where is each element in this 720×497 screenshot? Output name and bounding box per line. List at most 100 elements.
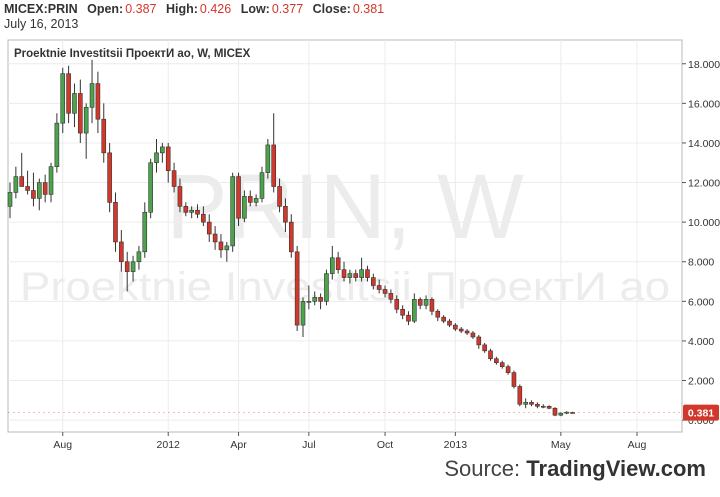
low-label: Low: [240, 2, 270, 16]
candle-body [529, 402, 534, 405]
candle-body [540, 405, 546, 408]
candle-body [42, 182, 48, 195]
candle-body [505, 366, 511, 373]
candle-body [464, 330, 470, 334]
candle [31, 172, 36, 207]
candle-body [212, 233, 218, 243]
candle [417, 297, 423, 310]
candle [60, 67, 66, 134]
candle [288, 214, 294, 258]
tradingview-brand: TradingView.com [526, 456, 706, 481]
candle-body [218, 241, 224, 251]
candle [136, 245, 142, 270]
candle-body [247, 196, 253, 203]
candle [283, 198, 288, 233]
candle [230, 172, 235, 252]
candle-body [306, 301, 312, 303]
candle-body [277, 186, 282, 207]
candle [72, 83, 77, 128]
candle [458, 327, 464, 334]
candle [242, 190, 247, 223]
candle-body [441, 316, 446, 322]
candle-body [517, 386, 523, 405]
candle [499, 360, 505, 369]
candle-body [288, 221, 294, 253]
candle [523, 398, 528, 409]
candle-body [312, 297, 318, 302]
candle-body [265, 144, 271, 173]
candle-body [19, 176, 25, 187]
candle-body [107, 152, 112, 203]
candle-body [72, 93, 77, 114]
x-tick-label: Aug [628, 439, 647, 451]
quote-header: MICEX:PRIN Open: 0.387 High: 0.426 Low: 0.3… [4, 2, 384, 32]
candle-body [124, 261, 130, 272]
candle [236, 172, 241, 227]
candle [113, 192, 118, 252]
candle [183, 202, 189, 217]
candle [335, 251, 341, 274]
candle-body [535, 403, 540, 407]
candle [423, 295, 429, 310]
candle-body [271, 144, 277, 187]
candle-body [552, 407, 558, 416]
y-tick-label: 18.000 [688, 59, 720, 71]
candle [570, 411, 575, 414]
candle-body [230, 176, 235, 247]
candle [394, 295, 400, 314]
candle-body [171, 170, 177, 187]
candle [300, 297, 306, 337]
candle [447, 319, 452, 328]
candle [89, 59, 95, 124]
candle [529, 400, 534, 407]
x-tick-label: Oct [377, 439, 393, 451]
candle [365, 265, 370, 282]
candle-body [353, 273, 359, 278]
candle [160, 142, 165, 163]
candle-body [195, 209, 200, 215]
candle [189, 206, 194, 219]
candle-body [36, 182, 42, 199]
candle [341, 261, 347, 282]
chart-title: Proektnie Investitsii ПроектИ ао, W, MIC… [14, 48, 251, 60]
candle [7, 182, 13, 219]
y-tick-label: 16.000 [688, 98, 720, 110]
candle-body [382, 289, 388, 294]
candle-body [523, 402, 528, 405]
candle [66, 65, 71, 124]
x-tick-label: 2012 [157, 439, 181, 451]
candle-body [259, 172, 265, 199]
candle [494, 356, 499, 365]
candle [48, 162, 54, 203]
candle [201, 206, 206, 227]
candle-body [335, 257, 341, 270]
candle [13, 166, 19, 199]
candle-body [447, 320, 452, 326]
y-tick-label: 12.000 [688, 178, 720, 190]
y-tick-label: 6.000 [688, 296, 714, 308]
y-tick-label: 2.000 [688, 376, 714, 388]
candle [353, 269, 359, 282]
candle-body [95, 83, 101, 120]
candle [441, 315, 446, 324]
candle-body [148, 162, 153, 213]
candle-body [570, 412, 575, 414]
candle [318, 293, 323, 310]
candle [124, 251, 130, 292]
candle-body [476, 336, 482, 346]
candle [142, 202, 148, 258]
candle-body [101, 118, 107, 154]
candle [359, 257, 364, 282]
y-tick-label: 14.000 [688, 138, 720, 150]
candle [95, 71, 101, 134]
candle-body [388, 293, 394, 300]
candle [119, 230, 124, 272]
high-label: High: [165, 2, 198, 16]
candle-body [83, 107, 89, 134]
candle-body [242, 196, 247, 219]
candle-body [470, 332, 476, 338]
candle [54, 113, 60, 173]
candle [277, 178, 282, 213]
symbol-label: MICEX:PRIN [4, 2, 78, 16]
